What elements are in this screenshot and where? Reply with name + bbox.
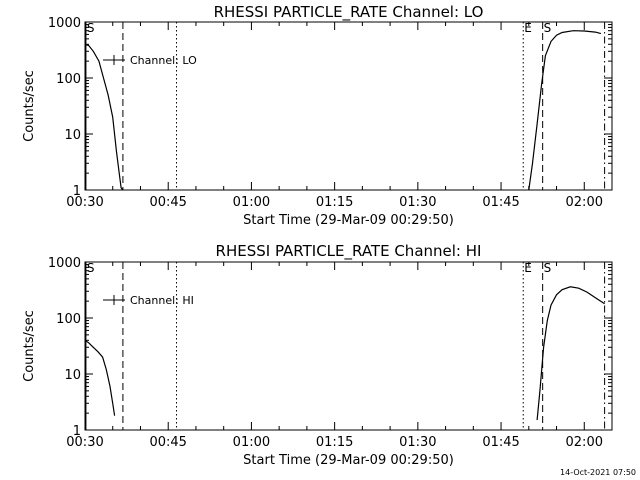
y-tick-label: 10	[64, 368, 81, 383]
x-tick-label: 02:00	[566, 435, 603, 450]
y-tick-label: 10	[64, 128, 81, 143]
y-tick-label: 1000	[48, 16, 81, 31]
y-tick-label: 1	[73, 424, 81, 439]
x-tick-label: 00:45	[149, 195, 186, 210]
plot-frame	[84, 261, 613, 431]
x-tick-label: 00:45	[149, 435, 186, 450]
event-marker-label: E	[524, 261, 532, 275]
x-tick-label: 00:30	[66, 435, 103, 450]
series-line	[536, 286, 605, 421]
x-tick-label: 01:30	[399, 435, 436, 450]
x-axis-label: Start Time (29-Mar-09 00:29:50)	[243, 213, 454, 228]
event-marker-label: S	[544, 261, 552, 275]
y-tick-label: 1000	[48, 256, 81, 271]
x-tick-label: 00:30	[66, 195, 103, 210]
y-axis-label: Counts/sec	[22, 310, 37, 382]
plot-frame	[84, 21, 613, 191]
y-axis-label: Counts/sec	[22, 70, 37, 142]
event-marker-label: S	[87, 21, 95, 35]
chart-title: RHESSI PARTICLE_RATE Channel: LO	[214, 3, 484, 22]
x-tick-label: 01:30	[399, 195, 436, 210]
lo-channel-panel: RHESSI PARTICLE_RATE Channel: LO 00:30 00:…	[22, 3, 613, 228]
series-line	[84, 339, 116, 416]
x-axis-label: Start Time (29-Mar-09 00:29:50)	[243, 453, 454, 468]
footer-timestamp: 14-Oct-2021 07:50	[560, 468, 636, 477]
series-line	[528, 30, 602, 191]
series-line	[84, 43, 124, 191]
event-marker-label: E	[524, 21, 532, 35]
event-marker-label: S	[87, 261, 95, 275]
y-tick-label: 100	[56, 72, 81, 87]
x-tick-label: 01:45	[482, 195, 519, 210]
x-tick-label: 01:15	[316, 195, 353, 210]
y-tick-label: 1	[73, 184, 81, 199]
x-tick-label: 01:45	[482, 435, 519, 450]
x-tick-label: 02:00	[566, 195, 603, 210]
legend-label: Channel: HI	[130, 294, 194, 307]
y-tick-label: 100	[56, 312, 81, 327]
x-tick-label: 01:15	[316, 435, 353, 450]
legend-label: Channel: LO	[130, 54, 197, 67]
event-marker-label: S	[544, 21, 552, 35]
x-tick-label: 01:00	[233, 435, 270, 450]
x-tick-label: 01:00	[233, 195, 270, 210]
hi-channel-panel: RHESSI PARTICLE_RATE Channel: HI 00:30 00:…	[22, 242, 613, 468]
chart-title: RHESSI PARTICLE_RATE Channel: HI	[216, 242, 482, 261]
